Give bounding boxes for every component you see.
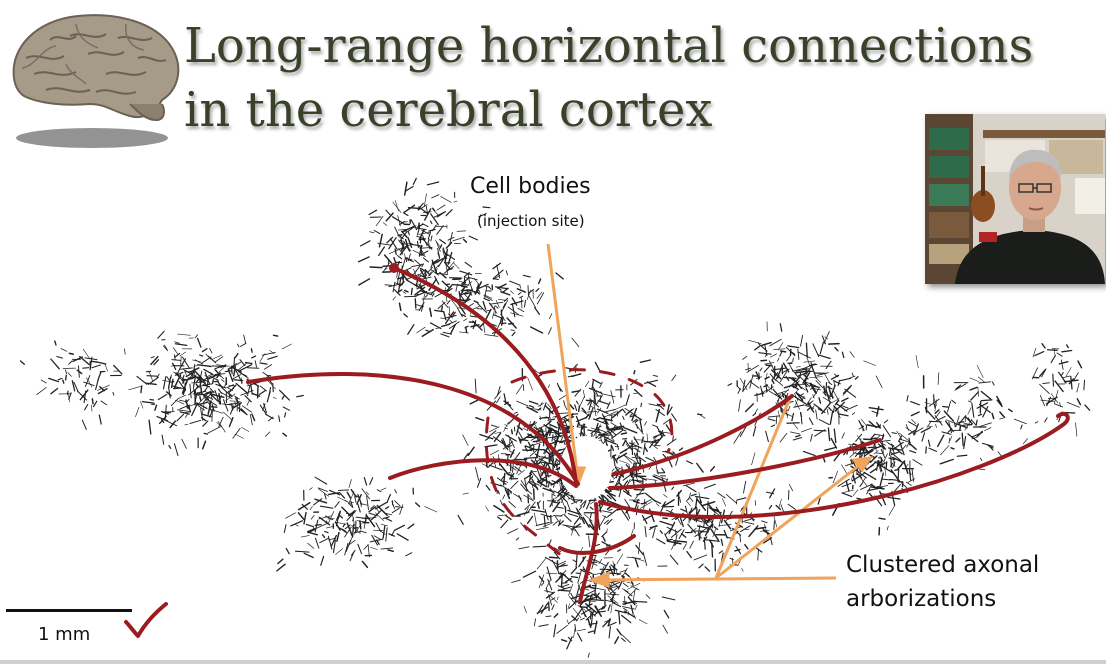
- scale-bar-label: 1 mm: [38, 624, 91, 645]
- clustered-label-line-1: Clustered axonal: [846, 552, 1040, 578]
- title-line-2: in the cerebral cortex: [184, 82, 713, 138]
- axon-arborization-figure: [19, 177, 1091, 658]
- cell-bodies-label: Cell bodies: [470, 174, 591, 199]
- check-mark-icon: [124, 602, 168, 638]
- clustered-arborizations-label: Clustered axonal arborizations: [846, 548, 1039, 616]
- title-line-1: Long-range horizontal connections: [184, 18, 1034, 74]
- scale-bar: [6, 609, 132, 612]
- slide-title: Long-range horizontal connections in the…: [184, 14, 1084, 142]
- injection-site-label: (injection site): [477, 212, 585, 230]
- clustered-label-line-2: arborizations: [846, 586, 997, 612]
- red-annotation-curves: [246, 266, 1070, 604]
- player-edge: [0, 660, 1106, 664]
- presenter-webcam: [925, 114, 1105, 284]
- brain-image: [12, 14, 180, 148]
